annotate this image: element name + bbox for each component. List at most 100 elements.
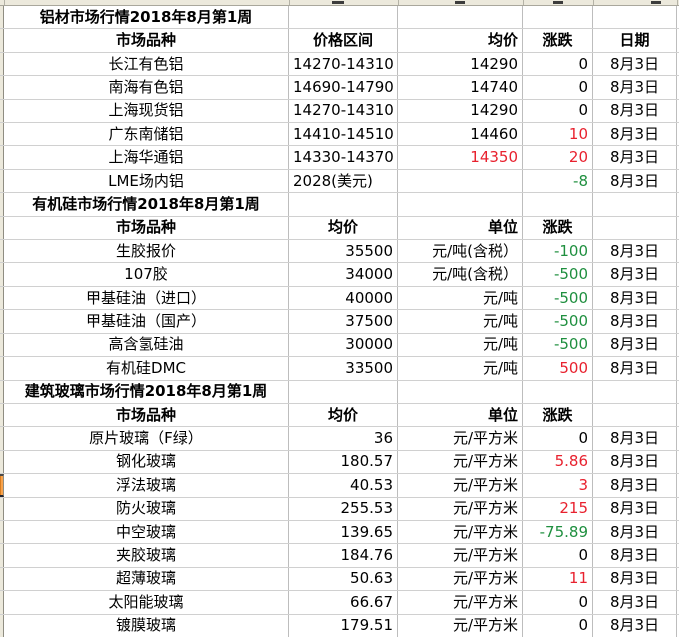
cell-date[interactable]: 8月3日 bbox=[593, 240, 677, 263]
cell-avg-or-unit[interactable]: 元/平方米 bbox=[398, 544, 523, 567]
cell-market-item[interactable]: 浮法玻璃 bbox=[4, 474, 289, 497]
cell-avg-or-unit[interactable]: 元/吨 bbox=[398, 357, 523, 380]
cell-price-or-avg[interactable]: 14410-14510 bbox=[289, 123, 398, 146]
cell-market-item[interactable]: 甲基硅油（进口） bbox=[4, 286, 289, 310]
section-title[interactable]: 有机硅市场行情2018年8月第1周 bbox=[4, 193, 289, 216]
cell[interactable] bbox=[523, 193, 593, 216]
cell-price-or-avg[interactable]: 66.67 bbox=[289, 591, 398, 614]
section-title[interactable]: 铝材市场行情2018年8月第1周 bbox=[4, 6, 289, 29]
cell-date[interactable]: 8月3日 bbox=[593, 450, 677, 474]
cell-market-item[interactable]: 南海有色铝 bbox=[4, 76, 289, 99]
cell[interactable] bbox=[289, 380, 398, 403]
cell-change[interactable]: 10 bbox=[523, 123, 593, 146]
cell-date[interactable]: 8月3日 bbox=[593, 333, 677, 357]
column-header[interactable]: 单位 bbox=[398, 403, 523, 427]
cell[interactable] bbox=[593, 380, 677, 403]
selected-cell-marker[interactable] bbox=[0, 474, 4, 497]
cell[interactable] bbox=[289, 6, 398, 29]
cell-change[interactable]: 20 bbox=[523, 146, 593, 169]
cell-date[interactable]: 8月3日 bbox=[593, 614, 677, 637]
cell-change[interactable]: -500 bbox=[523, 263, 593, 286]
cell-price-or-avg[interactable]: 255.53 bbox=[289, 497, 398, 520]
cell-change[interactable]: -500 bbox=[523, 286, 593, 310]
cell-change[interactable]: 0 bbox=[523, 52, 593, 76]
cell-date[interactable]: 8月3日 bbox=[593, 474, 677, 497]
section-title[interactable]: 建筑玻璃市场行情2018年8月第1周 bbox=[4, 380, 289, 403]
cell-date[interactable]: 8月3日 bbox=[593, 591, 677, 614]
cell-date[interactable]: 8月3日 bbox=[593, 169, 677, 193]
column-header[interactable]: 日期 bbox=[593, 29, 677, 52]
cell-market-item[interactable]: 上海现货铝 bbox=[4, 99, 289, 123]
column-header[interactable]: 市场品种 bbox=[4, 216, 289, 240]
column-header[interactable]: 涨跌 bbox=[523, 216, 593, 240]
cell-price-or-avg[interactable]: 33500 bbox=[289, 357, 398, 380]
cell-change[interactable]: 3 bbox=[523, 474, 593, 497]
cell-market-item[interactable]: 镀膜玻璃 bbox=[4, 614, 289, 637]
cell-market-item[interactable]: 107胶 bbox=[4, 263, 289, 286]
cell-market-item[interactable]: 有机硅DMC bbox=[4, 357, 289, 380]
column-header[interactable]: 均价 bbox=[289, 403, 398, 427]
column-header[interactable]: 市场品种 bbox=[4, 29, 289, 52]
cell-avg-or-unit[interactable]: 元/平方米 bbox=[398, 474, 523, 497]
cell-avg-or-unit[interactable]: 元/吨(含税） bbox=[398, 240, 523, 263]
cell-avg-or-unit[interactable]: 元/吨 bbox=[398, 310, 523, 333]
cell-change[interactable]: -500 bbox=[523, 333, 593, 357]
cell-avg-or-unit[interactable]: 元/平方米 bbox=[398, 614, 523, 637]
column-header[interactable]: 均价 bbox=[289, 216, 398, 240]
cell-avg-or-unit[interactable]: 元/平方米 bbox=[398, 427, 523, 450]
cell-date[interactable]: 8月3日 bbox=[593, 146, 677, 169]
cell-avg-or-unit[interactable]: 元/吨 bbox=[398, 333, 523, 357]
cell-price-or-avg[interactable]: 14330-14370 bbox=[289, 146, 398, 169]
column-header[interactable] bbox=[593, 216, 677, 240]
cell-date[interactable]: 8月3日 bbox=[593, 52, 677, 76]
cell-avg-or-unit[interactable]: 14290 bbox=[398, 52, 523, 76]
cell-market-item[interactable]: 钢化玻璃 bbox=[4, 450, 289, 474]
cell[interactable] bbox=[289, 193, 398, 216]
cell-avg-or-unit[interactable]: 14350 bbox=[398, 146, 523, 169]
cell-price-or-avg[interactable]: 36 bbox=[289, 427, 398, 450]
cell[interactable] bbox=[398, 380, 523, 403]
cell[interactable] bbox=[398, 193, 523, 216]
column-header[interactable]: 价格区间 bbox=[289, 29, 398, 52]
cell-change[interactable]: -8 bbox=[523, 169, 593, 193]
cell-avg-or-unit[interactable] bbox=[398, 169, 523, 193]
cell-change[interactable]: -100 bbox=[523, 240, 593, 263]
cell-price-or-avg[interactable]: 14270-14310 bbox=[289, 99, 398, 123]
cell-avg-or-unit[interactable]: 元/平方米 bbox=[398, 591, 523, 614]
column-header[interactable] bbox=[593, 403, 677, 427]
cell[interactable] bbox=[593, 6, 677, 29]
cell-date[interactable]: 8月3日 bbox=[593, 123, 677, 146]
cell-price-or-avg[interactable]: 50.63 bbox=[289, 567, 398, 591]
cell-price-or-avg[interactable]: 14270-14310 bbox=[289, 52, 398, 76]
cell-date[interactable]: 8月3日 bbox=[593, 310, 677, 333]
cell-market-item[interactable]: 生胶报价 bbox=[4, 240, 289, 263]
cell-market-item[interactable]: 超薄玻璃 bbox=[4, 567, 289, 591]
cell-price-or-avg[interactable]: 37500 bbox=[289, 310, 398, 333]
cell-change[interactable]: 0 bbox=[523, 427, 593, 450]
cell-date[interactable]: 8月3日 bbox=[593, 497, 677, 520]
cell-avg-or-unit[interactable]: 14460 bbox=[398, 123, 523, 146]
cell-market-item[interactable]: 高含氢硅油 bbox=[4, 333, 289, 357]
cell-date[interactable]: 8月3日 bbox=[593, 99, 677, 123]
cell-avg-or-unit[interactable]: 元/平方米 bbox=[398, 450, 523, 474]
cell-change[interactable]: 0 bbox=[523, 591, 593, 614]
cell-market-item[interactable]: 夹胶玻璃 bbox=[4, 544, 289, 567]
cell-change[interactable]: 0 bbox=[523, 99, 593, 123]
cell-change[interactable]: 11 bbox=[523, 567, 593, 591]
cell[interactable] bbox=[398, 6, 523, 29]
cell-date[interactable]: 8月3日 bbox=[593, 286, 677, 310]
cell-price-or-avg[interactable]: 179.51 bbox=[289, 614, 398, 637]
cell-change[interactable]: 5.86 bbox=[523, 450, 593, 474]
cell-avg-or-unit[interactable]: 14290 bbox=[398, 99, 523, 123]
cell-date[interactable]: 8月3日 bbox=[593, 263, 677, 286]
cell-change[interactable]: -75.89 bbox=[523, 520, 593, 544]
cell-market-item[interactable]: 原片玻璃（F绿） bbox=[4, 427, 289, 450]
cell-price-or-avg[interactable]: 14690-14790 bbox=[289, 76, 398, 99]
cell-price-or-avg[interactable]: 30000 bbox=[289, 333, 398, 357]
cell-market-item[interactable]: 长江有色铝 bbox=[4, 52, 289, 76]
cell-change[interactable]: 0 bbox=[523, 76, 593, 99]
cell[interactable] bbox=[523, 6, 593, 29]
column-header[interactable]: 涨跌 bbox=[523, 403, 593, 427]
cell-market-item[interactable]: 防火玻璃 bbox=[4, 497, 289, 520]
cell-market-item[interactable]: 上海华通铝 bbox=[4, 146, 289, 169]
